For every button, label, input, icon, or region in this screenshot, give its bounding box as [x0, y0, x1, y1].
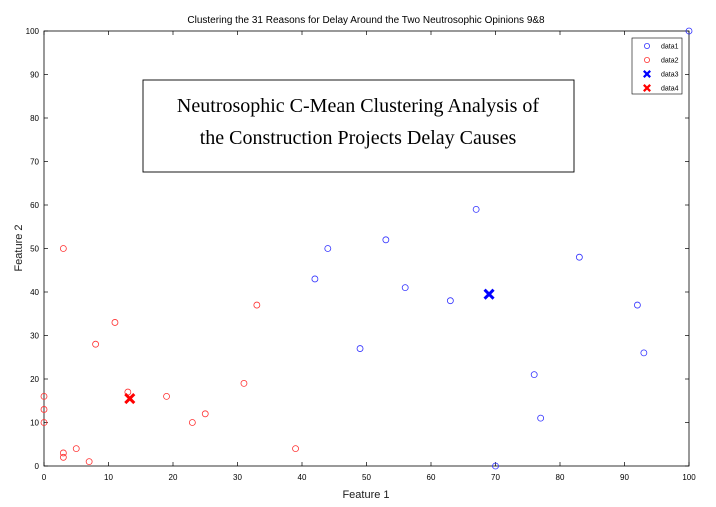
- x-tick-label: 60: [427, 473, 436, 482]
- y-tick-label: 70: [30, 158, 39, 167]
- data1-point: [382, 236, 390, 244]
- data2-point: [201, 410, 209, 418]
- data2-point: [59, 449, 67, 457]
- y-tick-label: 90: [30, 71, 39, 80]
- x-tick-label: 50: [362, 473, 371, 482]
- data1-point: [324, 245, 332, 252]
- data2-point: [92, 340, 99, 348]
- legend-marker: [643, 84, 651, 92]
- legend: data1 data2 data3 data4: [631, 37, 683, 95]
- y-tick-label: 60: [30, 201, 39, 210]
- data1-point: [311, 275, 319, 283]
- y-tick-label: 50: [30, 245, 39, 254]
- x-tick-label: 10: [104, 473, 113, 482]
- legend-item: data3: [643, 70, 679, 79]
- y-tick-label: 30: [30, 332, 39, 341]
- y-tick-label: 10: [30, 419, 39, 428]
- data1-point: [640, 349, 648, 357]
- annotation-line-2: the Construction Projects Delay Causes: [200, 127, 517, 149]
- data1-point: [634, 301, 641, 309]
- data2-point: [163, 392, 170, 400]
- legend-marker: [644, 57, 651, 64]
- y-tick-label: 100: [26, 27, 40, 36]
- data4-centroid-marker: [124, 393, 136, 405]
- x-tick-label: 0: [42, 473, 47, 482]
- x-axis-label: Feature 1: [342, 489, 389, 501]
- data2-point: [85, 458, 93, 466]
- data2-point: [40, 406, 48, 413]
- data3-centroid-marker: [483, 288, 495, 300]
- data1-point: [401, 284, 409, 292]
- annotation-line-1: Neutrosophic C-Mean Clustering Analysis …: [177, 95, 540, 117]
- series-data4: [124, 393, 136, 405]
- data2-point: [40, 419, 48, 426]
- legend-item: data1: [644, 43, 679, 51]
- data1-point: [446, 297, 454, 305]
- legend-label: data4: [661, 86, 679, 93]
- data2-point: [292, 445, 299, 453]
- y-axis-label: Feature 2: [13, 224, 25, 271]
- legend-label: data1: [661, 44, 679, 51]
- series-data2: [40, 245, 299, 466]
- legend-marker: [643, 70, 651, 78]
- legend-marker: [644, 43, 651, 50]
- data2-point: [253, 301, 261, 309]
- chart-title: Clustering the 31 Reasons for Delay Arou…: [187, 15, 545, 26]
- legend-item: data4: [643, 84, 679, 93]
- y-tick-label: 80: [30, 114, 39, 123]
- data1-point: [575, 253, 583, 261]
- y-tick-label: 40: [30, 288, 39, 297]
- y-tick-label: 0: [35, 462, 40, 471]
- legend-label: data2: [661, 58, 679, 65]
- x-tick-label: 90: [620, 473, 629, 482]
- data1-point: [537, 414, 545, 422]
- data2-point: [188, 419, 196, 426]
- series-data3: [483, 288, 495, 300]
- data2-point: [240, 379, 248, 387]
- x-tick-label: 20: [169, 473, 178, 482]
- data2-point: [72, 445, 80, 453]
- data2-point: [111, 319, 119, 326]
- annotation-box: Neutrosophic C-Mean Clustering Analysis …: [142, 79, 575, 173]
- data1-point: [472, 205, 480, 213]
- x-tick-label: 70: [491, 473, 500, 482]
- legend-label: data3: [661, 72, 679, 79]
- data2-point: [40, 392, 48, 400]
- data1-point: [356, 345, 364, 352]
- y-tick-label: 20: [30, 375, 39, 384]
- legend-item: data2: [644, 57, 679, 65]
- x-tick-label: 40: [298, 473, 307, 482]
- data1-point: [492, 462, 499, 470]
- data1-point: [530, 371, 538, 379]
- x-tick-label: 80: [556, 473, 565, 482]
- data1-point: [685, 27, 693, 35]
- series-data1: [311, 27, 693, 470]
- x-tick-label: 100: [682, 473, 696, 482]
- data2-point: [59, 453, 67, 461]
- data2-point: [59, 245, 67, 252]
- x-tick-label: 30: [233, 473, 242, 482]
